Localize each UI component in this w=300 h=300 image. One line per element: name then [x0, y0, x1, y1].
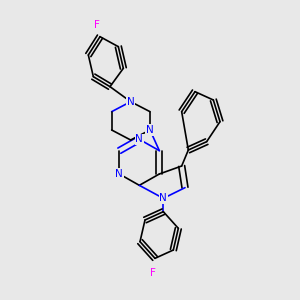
Text: N: N — [127, 97, 134, 107]
Text: F: F — [94, 20, 100, 30]
Text: N: N — [136, 134, 143, 144]
Text: N: N — [146, 125, 154, 135]
Text: F: F — [150, 268, 156, 278]
Text: N: N — [160, 193, 167, 203]
Text: N: N — [116, 169, 123, 179]
